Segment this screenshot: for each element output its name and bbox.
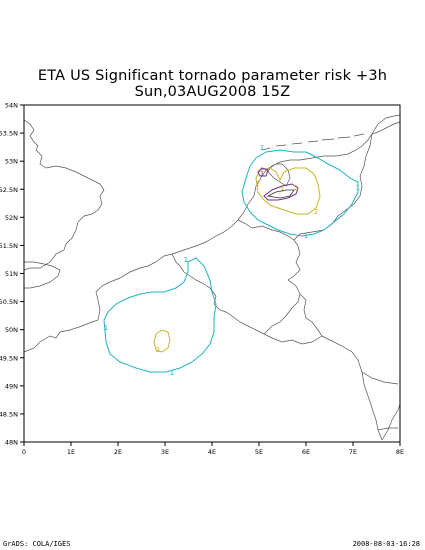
y-tick-label: 49N [5,382,18,390]
coastlines [23,114,401,353]
x-tick-label: 4E [208,448,216,456]
chart-title-line2: Sun,03AUG2008 15Z [134,84,291,100]
y-tick-label: 48N [5,439,18,447]
contour-level-3 [257,167,299,201]
contour-label: 1 [304,232,308,240]
y-tick-label: 50N [5,326,18,334]
y-tick-label: 54N [5,102,18,110]
x-tick-label: 0 [22,448,26,456]
contour-level-1 [103,149,359,373]
contour-label: 1 [104,324,108,332]
y-tick-label: 51.5N [0,242,18,250]
national-borders [171,133,401,441]
y-tick-label: 53N [5,158,18,166]
y-tick-label: 52N [5,214,18,222]
contour-label: 2 [256,180,260,188]
y-axis: 48N 48.5N 49N 49.5N 50N 50.5N 51N 51.5N 52N 52.5N… [0,102,24,447]
x-tick-label: 7E [349,448,357,456]
contour-label: 2 [294,184,298,192]
contour-label: 2 [314,208,318,216]
map-frame [23,104,401,443]
y-tick-label: 48.5N [0,410,18,418]
contour-label: 1 [170,369,174,377]
contour-label: 1 [260,144,264,152]
contour-label: 2 [156,346,160,354]
x-tick-label: 3E [161,448,169,456]
chart-title-line1: ETA US Significant tornado parameter ris… [37,68,388,84]
x-tick-label: 1E [67,448,75,456]
contour-label: 1 [184,256,188,264]
x-tick-label: 5E [255,448,263,456]
x-tick-label: 2E [114,448,122,456]
contour-label: 1 [356,184,360,192]
x-tick-label: 8E [396,448,404,456]
y-tick-label: 49.5N [0,354,18,362]
footer-credit: GrADS: COLA/IGES [3,540,71,548]
y-tick-label: 51N [5,270,18,278]
contour-level-3-inner [266,189,295,199]
y-tick-label: 52.5N [0,186,18,194]
y-tick-label: 53.5N [0,130,18,138]
y-tick-label: 50.5N [0,298,18,306]
x-tick-label: 6E [302,448,310,456]
contour-label: 1 [260,170,264,178]
footer-timestamp: 2008-08-03-16:28 [352,540,420,548]
contour-level-2 [153,167,321,353]
contour-label: 2 [280,186,284,194]
x-axis: 0 1E 2E 3E 4E 5E 6E 7E 8E [22,442,404,456]
